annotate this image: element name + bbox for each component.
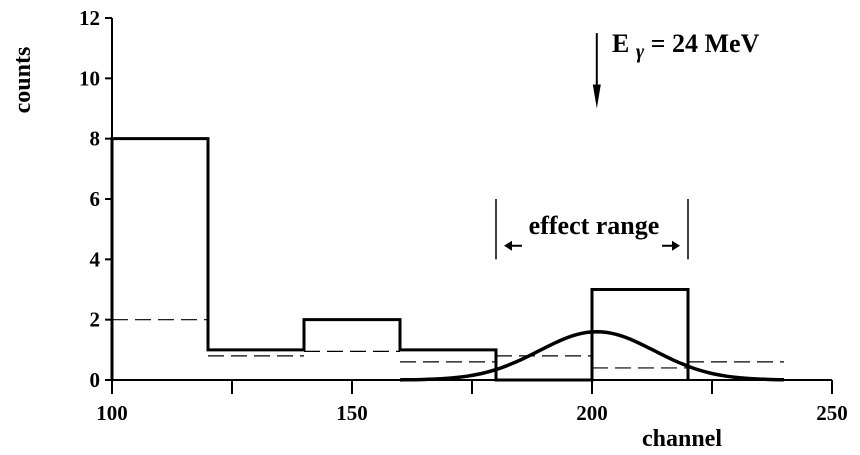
- y-tick-label: 0: [90, 368, 101, 392]
- range-right-arrow-head: [672, 240, 680, 251]
- energy-arrow-head: [592, 84, 601, 109]
- y-tick-label: 2: [90, 308, 101, 332]
- gaussian-curve: [399, 329, 785, 382]
- energy-symbol: γ: [636, 41, 645, 63]
- energy-prefix: E: [612, 29, 629, 58]
- histogram-solid-line: [110, 137, 690, 382]
- y-tick-label: 10: [79, 66, 100, 90]
- energy-annotation: E γ = 24 MeV: [612, 29, 760, 64]
- y-tick-label: 6: [90, 187, 101, 211]
- effect-range-label: effect range: [529, 211, 660, 240]
- ticks: 0 2 4 6 8 10 12 100 150 200 250: [79, 6, 848, 425]
- x-tick-label: 100: [96, 401, 128, 425]
- y-tick-label: 4: [90, 247, 101, 271]
- x-tick-label: 150: [336, 401, 368, 425]
- energy-value: = 24 MeV: [651, 29, 760, 58]
- y-tick-label: 8: [90, 127, 101, 151]
- range-left-arrow-head: [504, 240, 512, 251]
- x-tick-label: 200: [576, 401, 608, 425]
- axes: [111, 18, 832, 381]
- x-tick-label: 250: [816, 401, 848, 425]
- y-tick-label: 12: [79, 6, 100, 30]
- y-axis-title: counts: [10, 47, 36, 114]
- chart-marks: [110, 33, 785, 382]
- x-axis-title: channel: [642, 426, 722, 452]
